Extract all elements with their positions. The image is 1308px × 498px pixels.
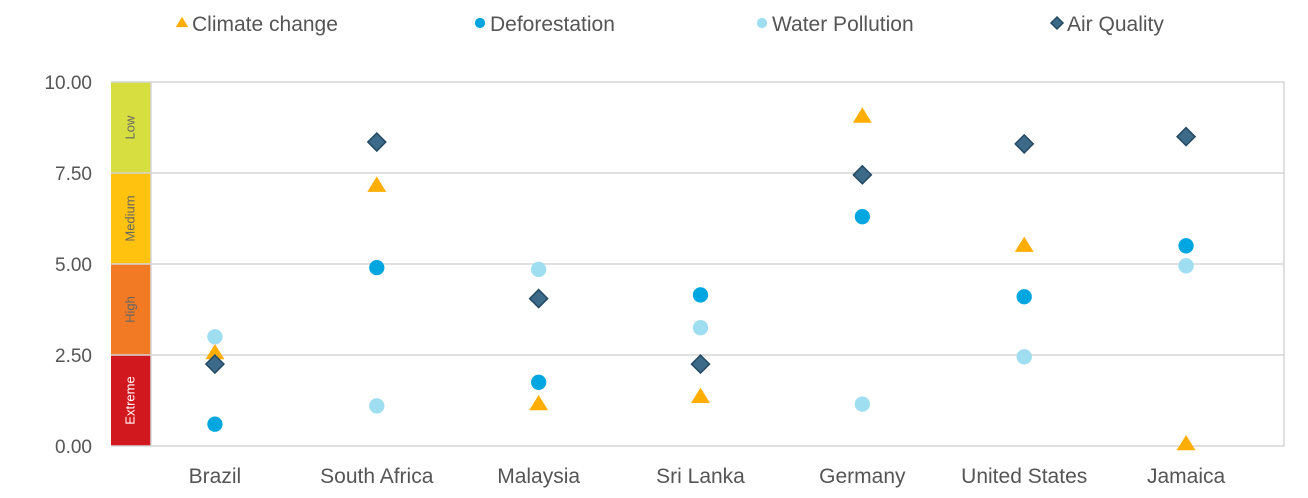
data-point-water-pollution — [207, 329, 223, 345]
data-point-air-quality — [1014, 133, 1035, 154]
legend-marker-water-pollution — [756, 17, 768, 29]
legend-marker-climate-change — [175, 16, 189, 28]
data-point-deforestation — [692, 287, 709, 303]
data-point-deforestation — [854, 209, 871, 225]
data-point-deforestation — [1016, 289, 1032, 305]
risk-band-high — [111, 264, 151, 355]
data-point-air-quality — [690, 354, 711, 375]
data-point-water-pollution — [1016, 349, 1032, 365]
data-point-water-pollution — [1178, 258, 1194, 274]
y-tick-label: 0.00 — [55, 437, 92, 458]
y-tick-label: 10.00 — [44, 73, 92, 94]
risk-band-label: High — [122, 296, 137, 323]
data-point-climate-change — [691, 387, 710, 403]
x-tick-label: Germany — [819, 465, 906, 488]
data-point-water-pollution — [854, 396, 871, 412]
data-point-deforestation — [530, 374, 547, 390]
y-tick-label: 5.00 — [55, 255, 92, 276]
y-tick-label: 2.50 — [55, 346, 92, 367]
legend-label: Climate change — [192, 13, 338, 36]
x-tick-label: Jamaica — [1147, 465, 1226, 488]
data-point-water-pollution — [692, 320, 709, 336]
x-tick-label: Malaysia — [497, 465, 580, 488]
data-point-climate-change — [852, 107, 872, 123]
legend-label: Deforestation — [490, 13, 615, 36]
data-point-air-quality — [366, 131, 387, 153]
data-point-deforestation — [207, 416, 223, 432]
data-point-climate-change — [1176, 435, 1196, 451]
x-tick-label: Brazil — [189, 465, 242, 488]
risk-band-label: Low — [122, 115, 137, 139]
data-point-climate-change — [1014, 236, 1034, 252]
x-tick-label: United States — [961, 465, 1087, 488]
data-point-climate-change — [367, 176, 387, 192]
legend-label: Water Pollution — [772, 13, 914, 36]
data-point-climate-change — [205, 344, 225, 360]
data-point-water-pollution — [530, 261, 547, 278]
risk-band-label: Medium — [122, 195, 137, 241]
y-tick-label: 7.50 — [55, 164, 92, 185]
data-point-air-quality — [204, 354, 225, 375]
legend-marker-air-quality — [1049, 15, 1065, 31]
risk-band-low — [111, 82, 151, 173]
x-tick-label: South Africa — [320, 465, 434, 488]
risk-band-medium — [111, 173, 151, 264]
risk-band-label: Extreme — [122, 376, 137, 424]
legend-label: Air Quality — [1067, 13, 1164, 36]
legend-marker-deforestation — [474, 17, 486, 29]
data-point-air-quality — [528, 288, 549, 309]
data-point-air-quality — [852, 164, 873, 185]
data-point-water-pollution — [369, 398, 385, 414]
data-point-deforestation — [1178, 238, 1194, 254]
data-point-deforestation — [369, 259, 385, 276]
x-tick-label: Sri Lanka — [656, 465, 745, 488]
data-point-air-quality — [1176, 126, 1197, 147]
risk-band-extreme — [111, 355, 151, 446]
data-point-climate-change — [529, 394, 549, 411]
